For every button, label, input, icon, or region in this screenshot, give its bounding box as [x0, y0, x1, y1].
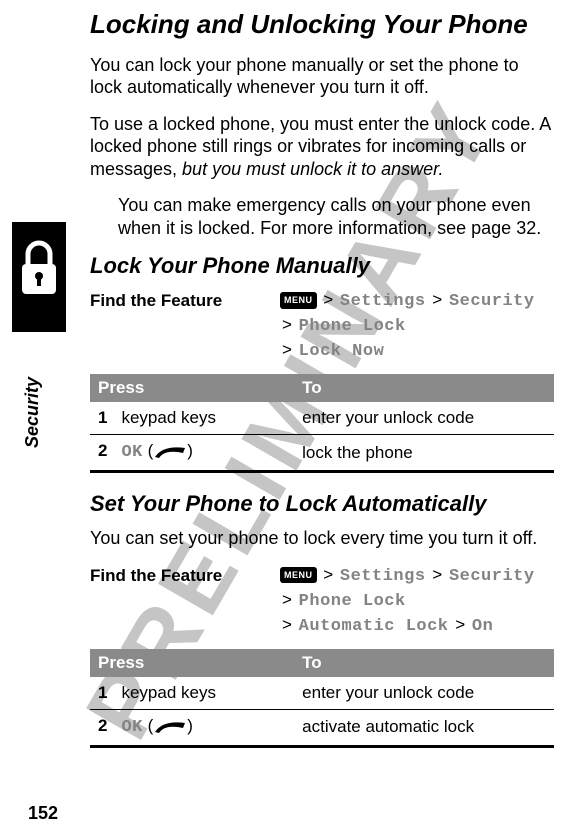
step-number: 2 — [98, 441, 107, 460]
chevron-right-icon: > — [430, 565, 444, 584]
chevron-right-icon: > — [280, 340, 294, 359]
page-content: Locking and Unlocking Your Phone You can… — [0, 0, 582, 748]
steps-table-a: Press To 1 keypad keys enter your unlock … — [90, 374, 554, 473]
step-to: lock the phone — [294, 435, 554, 472]
path-security: Security — [449, 567, 535, 586]
step-to: enter your unlock code — [294, 402, 554, 435]
col-press: Press — [90, 374, 294, 402]
step-to: activate automatic lock — [294, 709, 554, 746]
intro-paragraph-2: To use a locked phone, you must enter th… — [90, 113, 554, 181]
intro-paragraph-1: You can lock your phone manually or set … — [90, 54, 554, 99]
col-to: To — [294, 649, 554, 677]
menu-key-icon: MENU — [280, 567, 317, 583]
ok-label: OK — [121, 443, 142, 462]
step-press: keypad keys — [121, 408, 216, 427]
path-lock-now: Lock Now — [299, 342, 385, 361]
col-press: Press — [90, 649, 294, 677]
emergency-note: You can make emergency calls on your pho… — [118, 194, 554, 239]
path-phone-lock: Phone Lock — [299, 592, 406, 611]
chevron-right-icon: > — [453, 615, 467, 634]
find-feature-row-b: Find the Feature MENU > Settings > Secur… — [90, 564, 554, 639]
step-number: 2 — [98, 716, 107, 735]
menu-key-icon: MENU — [280, 292, 317, 308]
find-feature-row-a: Find the Feature MENU > Settings > Secur… — [90, 289, 554, 364]
ok-label: OK — [121, 718, 142, 737]
page-title: Locking and Unlocking Your Phone — [90, 10, 554, 40]
p2-italic: but you must unlock it to answer. — [182, 159, 443, 179]
table-row: 1 keypad keys enter your unlock code — [90, 402, 554, 435]
table-row: 2OK () activate automatic lock — [90, 709, 554, 746]
chevron-right-icon: > — [430, 290, 444, 309]
chevron-right-icon: > — [280, 590, 294, 609]
section-heading-auto: Set Your Phone to Lock Automatically — [90, 491, 554, 517]
path-on: On — [472, 617, 493, 636]
page-number: 152 — [28, 803, 58, 824]
col-to: To — [294, 374, 554, 402]
menu-path-b: MENU > Settings > Security > Phone Lock … — [280, 564, 535, 639]
find-feature-label: Find the Feature — [90, 289, 280, 364]
path-phone-lock: Phone Lock — [299, 317, 406, 336]
chevron-right-icon: > — [321, 290, 335, 309]
step-press: keypad keys — [121, 683, 216, 702]
find-feature-label: Find the Feature — [90, 564, 280, 639]
chevron-right-icon: > — [280, 315, 294, 334]
table-row: 2OK () lock the phone — [90, 435, 554, 472]
path-settings: Settings — [340, 292, 426, 311]
chevron-right-icon: > — [280, 615, 294, 634]
step-number: 1 — [98, 408, 107, 427]
menu-path-a: MENU > Settings > Security > Phone Lock … — [280, 289, 535, 364]
table-row: 1 keypad keys enter your unlock code — [90, 677, 554, 710]
auto-paragraph: You can set your phone to lock every tim… — [90, 527, 554, 550]
side-section-label: Security — [22, 377, 43, 448]
path-security: Security — [449, 292, 535, 311]
step-to: enter your unlock code — [294, 677, 554, 710]
section-heading-manual: Lock Your Phone Manually — [90, 253, 554, 279]
path-auto-lock: Automatic Lock — [299, 617, 449, 636]
softkey-icon — [153, 444, 187, 464]
steps-table-b: Press To 1 keypad keys enter your unlock … — [90, 649, 554, 748]
chevron-right-icon: > — [321, 565, 335, 584]
path-settings: Settings — [340, 567, 426, 586]
step-number: 1 — [98, 683, 107, 702]
security-lock-icon — [12, 222, 66, 332]
softkey-icon — [153, 719, 187, 739]
